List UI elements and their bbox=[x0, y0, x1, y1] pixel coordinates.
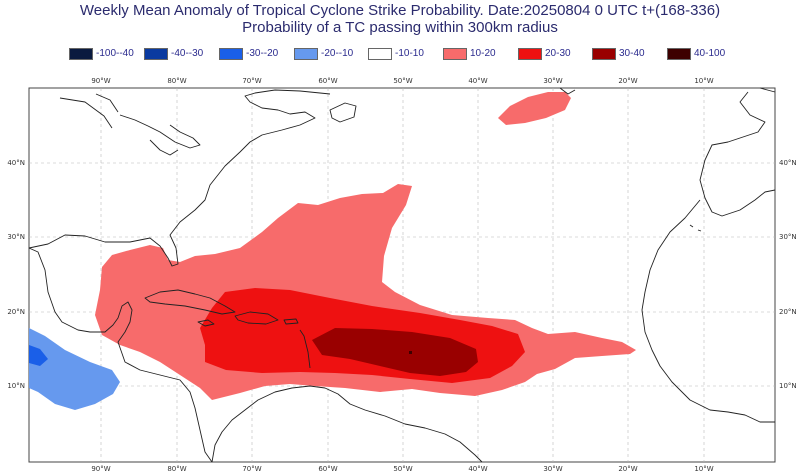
lon-label-bottom-80w: 80°W bbox=[167, 465, 186, 473]
legend-swatch-1 bbox=[69, 48, 93, 60]
lon-label-bottom-40w: 40°W bbox=[468, 465, 487, 473]
lon-label-top-80w: 80°W bbox=[167, 77, 186, 85]
legend-swatch-6 bbox=[443, 48, 467, 60]
legend-label-8: 30-40 bbox=[619, 48, 645, 59]
lon-label-bottom-20w: 20°W bbox=[618, 465, 637, 473]
coast-cuba bbox=[144, 289, 236, 315]
coast-us-interior bbox=[59, 93, 119, 129]
lat-label-right-20n: 20°N bbox=[779, 308, 797, 316]
legend-swatch-8 bbox=[592, 48, 616, 60]
legend-swatch-4 bbox=[294, 48, 318, 60]
legend-label-4: -20--10 bbox=[321, 48, 354, 59]
coast-newfoundland bbox=[329, 102, 357, 123]
coast-greenland-edge bbox=[559, 87, 576, 95]
coast-south-america bbox=[211, 385, 483, 463]
lon-label-top-20w: 20°W bbox=[618, 77, 637, 85]
coast-canary-islands bbox=[689, 224, 702, 232]
lat-label-left-30n: 30°N bbox=[7, 233, 25, 241]
legend-label-3: -30--20 bbox=[246, 48, 279, 59]
lon-label-top-90w: 90°W bbox=[91, 77, 110, 85]
legend-swatch-9 bbox=[667, 48, 691, 60]
coast-us-canada-east bbox=[28, 89, 331, 267]
coastlines bbox=[28, 87, 776, 463]
field-40-100 bbox=[409, 351, 412, 354]
coast-puerto-rico bbox=[283, 318, 299, 325]
lat-labels-left: 40°N 30°N 20°N 10°N bbox=[7, 159, 25, 390]
title-line-1: Weekly Mean Anomaly of Tropical Cyclone … bbox=[79, 2, 721, 19]
anomaly-field bbox=[29, 92, 636, 410]
lon-label-bottom-30w: 30°W bbox=[543, 465, 562, 473]
lat-label-left-10n: 10°N bbox=[7, 382, 25, 390]
legend-label-1: -100--40 bbox=[96, 48, 134, 59]
lon-label-bottom-10w: 10°W bbox=[694, 465, 713, 473]
lat-label-left-20n: 20°N bbox=[7, 308, 25, 316]
field-neg-20-10 bbox=[29, 328, 120, 410]
legend-label-9: 40-100 bbox=[694, 48, 726, 59]
legend-swatch-5 bbox=[368, 48, 392, 60]
lon-label-top-40w: 40°W bbox=[468, 77, 487, 85]
lon-label-bottom-60w: 60°W bbox=[318, 465, 337, 473]
lat-label-right-30n: 30°N bbox=[779, 233, 797, 241]
lon-label-top-10w: 10°W bbox=[694, 77, 713, 85]
coast-great-lakes bbox=[119, 114, 201, 156]
coast-jamaica bbox=[197, 319, 215, 327]
title-line-2: Probability of a TC passing within 300km… bbox=[242, 19, 558, 36]
lat-label-right-40n: 40°N bbox=[779, 159, 797, 167]
legend-swatch-3 bbox=[219, 48, 243, 60]
lat-label-right-10n: 10°N bbox=[779, 382, 797, 390]
coast-gulf-mexico bbox=[28, 247, 213, 463]
field-neg-30-20 bbox=[29, 345, 48, 366]
field-10-20-north bbox=[498, 92, 571, 125]
lon-label-bottom-50w: 50°W bbox=[393, 465, 412, 473]
lon-label-top-70w: 70°W bbox=[242, 77, 261, 85]
lon-labels-top: 90°W 80°W 70°W 60°W 50°W 40°W 30°W 20°W … bbox=[91, 77, 713, 85]
lon-label-top-30w: 30°W bbox=[543, 77, 562, 85]
legend-label-7: 20-30 bbox=[545, 48, 571, 59]
lon-label-top-60w: 60°W bbox=[318, 77, 337, 85]
map: 90°W 80°W 70°W 60°W 50°W 40°W 30°W 20°W … bbox=[7, 77, 797, 473]
coast-lesser-antilles bbox=[299, 329, 311, 369]
legend-label-6: 10-20 bbox=[470, 48, 496, 59]
field-30-40 bbox=[312, 328, 478, 376]
lon-label-bottom-70w: 70°W bbox=[242, 465, 261, 473]
legend-swatch-7 bbox=[518, 48, 542, 60]
legend-label-5: -10-10 bbox=[395, 48, 424, 59]
legend-label-2: -40--30 bbox=[171, 48, 204, 59]
coast-europe-africa bbox=[641, 87, 776, 423]
lon-label-bottom-90w: 90°W bbox=[91, 465, 110, 473]
legend-swatch-2 bbox=[144, 48, 168, 60]
lat-label-left-40n: 40°N bbox=[7, 159, 25, 167]
lon-labels-bottom: 90°W 80°W 70°W 60°W 50°W 40°W 30°W 20°W … bbox=[91, 465, 713, 473]
lat-labels-right: 40°N 30°N 20°N 10°N bbox=[779, 159, 797, 390]
lon-label-top-50w: 50°W bbox=[393, 77, 412, 85]
legend: -100--40 -40--30 -30--20 -20--10 -10-10 … bbox=[69, 47, 749, 61]
coast-hispaniola bbox=[234, 311, 279, 325]
